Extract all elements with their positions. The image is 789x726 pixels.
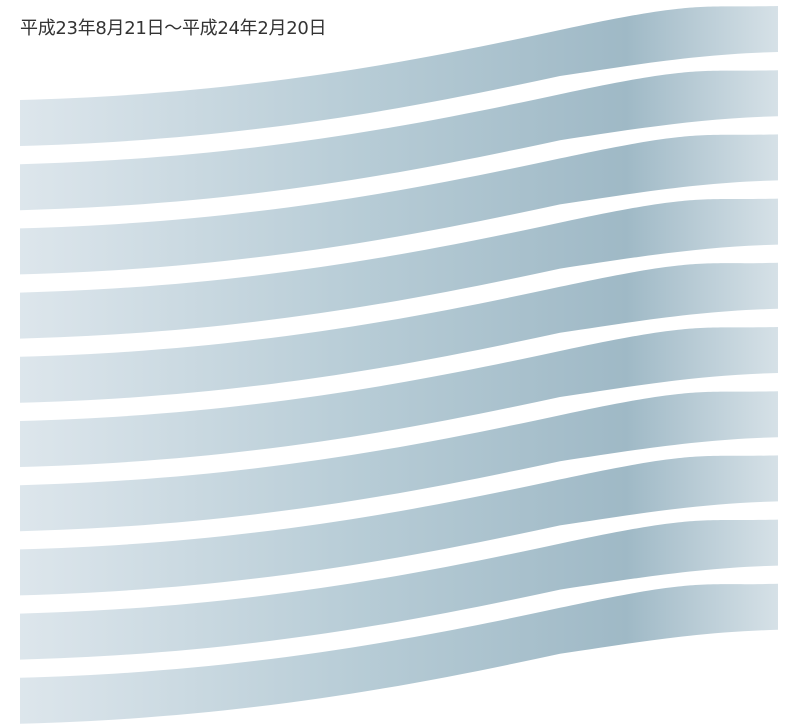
wave-ribbon (20, 519, 778, 660)
wave-ribbon (20, 583, 778, 724)
period-label: 平成23年8月21日～平成24年2月20日 (20, 18, 327, 39)
wave-ribbon (20, 134, 778, 275)
wave-ribbon (20, 262, 778, 403)
wave-ribbon (20, 70, 778, 211)
wave-ribbon (20, 391, 778, 532)
wave-ribbon (20, 6, 778, 146)
wave-ribbon (20, 327, 778, 467)
wave-ribbon (20, 198, 778, 339)
wave-ribbon (20, 455, 778, 596)
